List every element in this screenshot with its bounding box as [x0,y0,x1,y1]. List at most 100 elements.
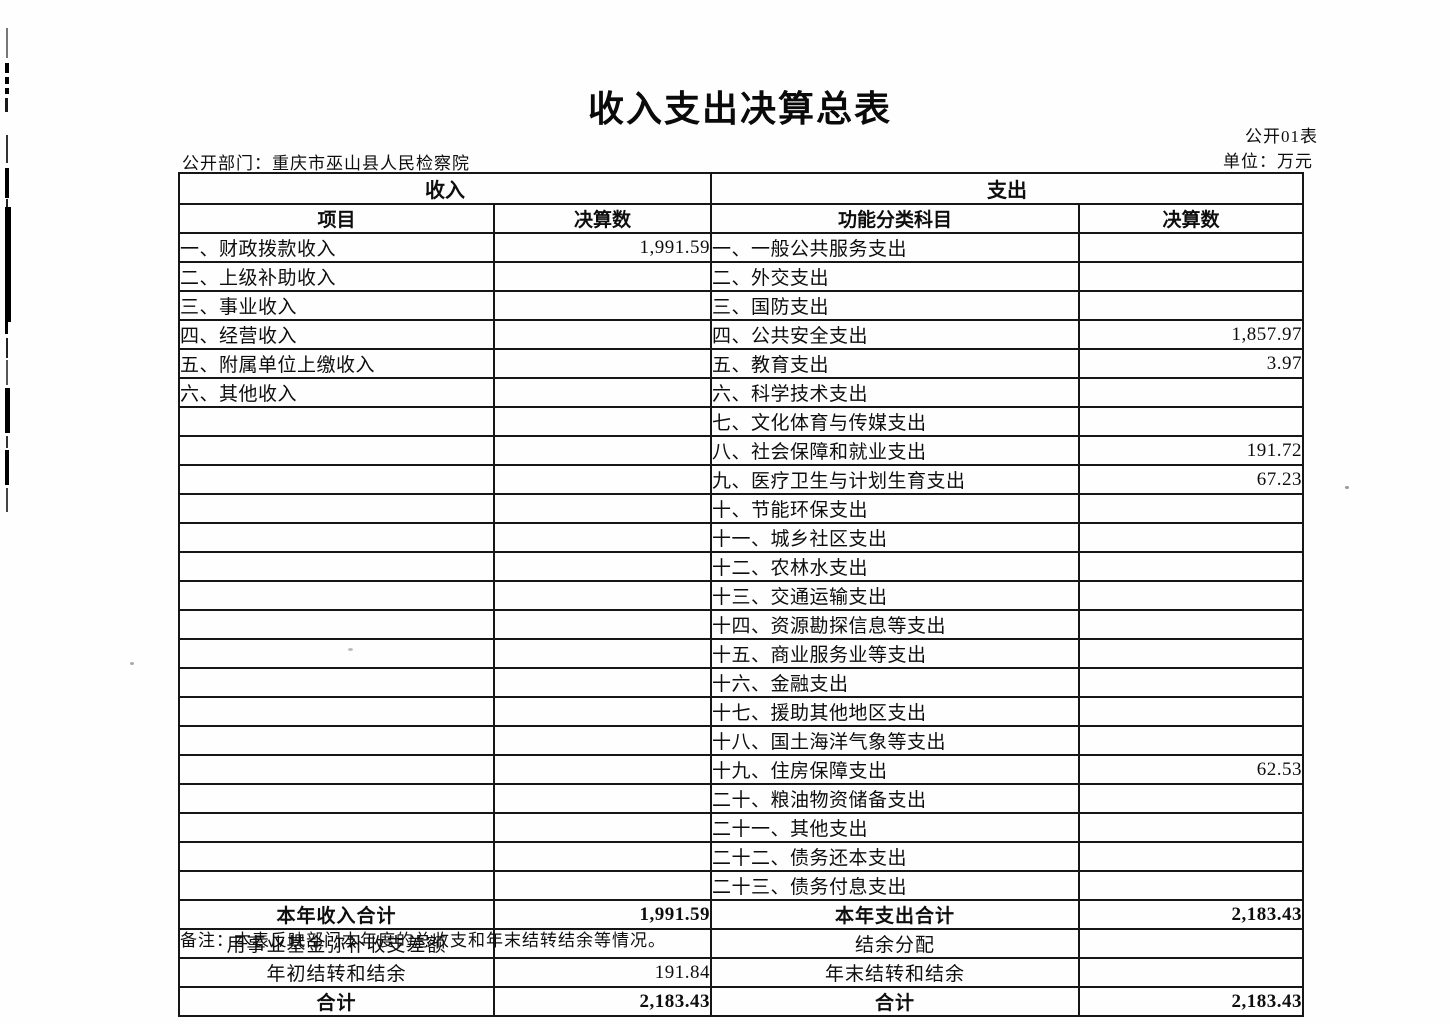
summary-row: 合计 2,183.43 合计 2,183.43 [178,986,1304,1017]
expense-item-cell: 九、医疗卫生与计划生育支出 [710,464,1080,495]
table-row: 九、医疗卫生与计划生育支出 67.23 [178,464,1304,495]
income-item-cell: 五、附属单位上缴收入 [178,348,495,379]
income-value-cell [493,609,712,640]
income-value-cell [493,522,712,553]
column-header-row: 项目 决算数 功能分类科目 决算数 [178,203,1304,234]
table-row: 二十一、其他支出 [178,812,1304,843]
expense-item-cell: 二十一、其他支出 [710,812,1080,843]
expense-value-header: 决算数 [1078,203,1304,234]
income-item-cell [178,841,495,872]
income-item-cell [178,406,495,437]
footnote: 备注：本表反映部门本年度的总收支和年末结转结余等情况。 [180,931,666,950]
income-value-cell [493,667,712,698]
table-row: 二、上级补助收入 二、外交支出 [178,261,1304,292]
income-item-header: 项目 [178,203,495,234]
table-code-label: 公开01表 [1245,127,1318,146]
table-row: 二十二、债务还本支出 [178,841,1304,872]
income-item-cell [178,580,495,611]
table-row: 七、文化体育与传媒支出 [178,406,1304,437]
income-summary-label-cell: 本年收入合计 [178,899,495,930]
table-row: 八、社会保障和就业支出 191.72 [178,435,1304,466]
expense-item-cell: 二十、粮油物资储备支出 [710,783,1080,814]
expense-item-cell: 十一、城乡社区支出 [710,522,1080,553]
expense-item-cell: 十九、住房保障支出 [710,754,1080,785]
income-item-cell [178,464,495,495]
income-value-cell [493,406,712,437]
income-summary-value-cell: 191.84 [493,957,712,988]
expense-value-cell [1078,522,1304,553]
expense-value-cell [1078,667,1304,698]
table-row: 十九、住房保障支出 62.53 [178,754,1304,785]
income-summary-label-cell: 合计 [178,986,495,1017]
income-value-cell [493,725,712,756]
income-item-cell [178,870,495,901]
expense-summary-value-cell [1078,928,1304,959]
group-header-row: 收入 支出 [178,172,1304,205]
expense-value-cell: 3.97 [1078,348,1304,379]
summary-row: 本年收入合计 1,991.59 本年支出合计 2,183.43 [178,899,1304,930]
expense-item-cell: 十三、交通运输支出 [710,580,1080,611]
income-value-cell [493,377,712,408]
expense-value-cell: 191.72 [1078,435,1304,466]
income-value-cell [493,435,712,466]
budget-table: 收入 支出 项目 决算数 功能分类科目 决算数 一、财政拨款收入 1,991.59… [178,172,1304,1017]
expense-item-cell: 五、教育支出 [710,348,1080,379]
expense-item-cell: 三、国防支出 [710,290,1080,321]
table-row: 五、附属单位上缴收入 五、教育支出 3.97 [178,348,1304,379]
income-item-cell [178,493,495,524]
income-value-cell [493,261,712,292]
income-value-cell [493,464,712,495]
income-value-cell [493,551,712,582]
expense-item-cell: 六、科学技术支出 [710,377,1080,408]
income-summary-value-cell: 1,991.59 [493,899,712,930]
expense-summary-value-cell [1078,957,1304,988]
table-row: 十五、商业服务业等支出 [178,638,1304,669]
income-item-cell [178,754,495,785]
expense-item-cell: 八、社会保障和就业支出 [710,435,1080,466]
expense-item-cell: 十八、国土海洋气象等支出 [710,725,1080,756]
income-value-cell [493,290,712,321]
expense-value-cell [1078,812,1304,843]
expense-item-cell: 四、公共安全支出 [710,319,1080,350]
table-row: 二十、粮油物资储备支出 [178,783,1304,814]
income-item-cell: 二、上级补助收入 [178,261,495,292]
expense-value-cell: 1,857.97 [1078,319,1304,350]
expense-value-cell [1078,551,1304,582]
table-row: 六、其他收入 六、科学技术支出 [178,377,1304,408]
income-value-cell [493,580,712,611]
expense-value-cell [1078,609,1304,640]
income-value-cell [493,812,712,843]
expense-value-cell [1078,232,1304,263]
income-item-cell: 一、财政拨款收入 [178,232,495,263]
expense-value-cell [1078,696,1304,727]
income-summary-value-cell: 2,183.43 [493,986,712,1017]
expense-item-cell: 十七、援助其他地区支出 [710,696,1080,727]
table-row: 十四、资源勘探信息等支出 [178,609,1304,640]
income-item-cell [178,522,495,553]
page-title: 收入支出决算总表 [587,89,892,129]
expense-item-cell: 十二、农林水支出 [710,551,1080,582]
income-item-cell [178,667,495,698]
income-summary-label-cell: 用事业基金弥补收支差额 [178,928,495,959]
department-label: 公开部门：重庆市巫山县人民检察院 [182,154,470,173]
expense-item-cell: 一、一般公共服务支出 [710,232,1080,263]
income-value-cell [493,493,712,524]
expense-group-header: 支出 [710,172,1304,205]
income-value-cell [493,870,712,901]
income-item-cell [178,696,495,727]
expense-value-cell [1078,841,1304,872]
expense-summary-value-cell: 2,183.43 [1078,899,1304,930]
expense-item-cell: 十四、资源勘探信息等支出 [710,609,1080,640]
unit-label: 单位：万元 [1223,152,1313,171]
expense-value-cell [1078,290,1304,321]
expense-value-cell [1078,261,1304,292]
expense-value-cell [1078,406,1304,437]
expense-item-header: 功能分类科目 [710,203,1080,234]
income-summary-label-cell: 年初结转和结余 [178,957,495,988]
expense-item-cell: 七、文化体育与传媒支出 [710,406,1080,437]
income-item-cell [178,609,495,640]
income-value-cell [493,348,712,379]
income-item-cell: 三、事业收入 [178,290,495,321]
income-item-cell [178,638,495,669]
